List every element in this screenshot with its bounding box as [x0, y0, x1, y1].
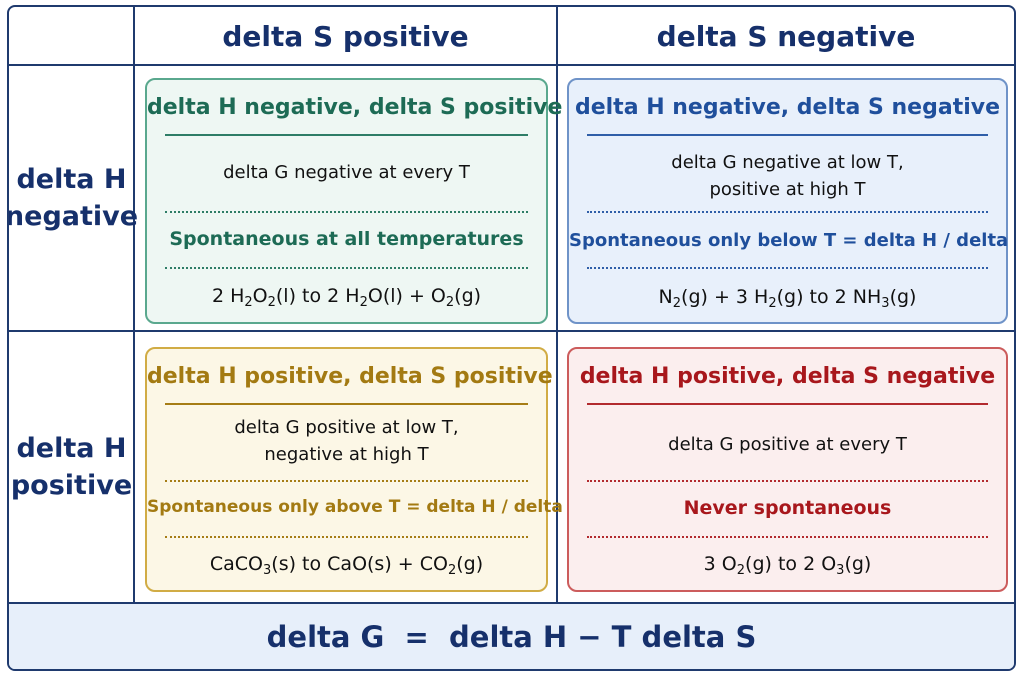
- card-title-divider: [165, 403, 528, 405]
- card-h-positive-s-negative: delta H positive, delta S negative delta…: [567, 347, 1008, 592]
- grid-line-vertical-left: [133, 7, 135, 604]
- card-title: delta H negative, delta S negative: [574, 95, 1001, 120]
- row-header-line: negative: [7, 201, 139, 232]
- column-header-label: delta S negative: [656, 19, 916, 53]
- card-h-negative-s-positive: delta H negative, delta S positive delta…: [145, 78, 563, 324]
- card-equation: 2 H2O2(l) to 2 H2O(l) + O2(g): [211, 285, 482, 310]
- card-equation: CaCO3(s) to CaO(s) + CO2(g): [209, 553, 484, 578]
- gibbs-sign-table: delta S positive delta S negative delta …: [7, 5, 1016, 671]
- card-description: delta G negative at low T, positive at h…: [569, 149, 1006, 203]
- card-description-line: delta G positive at low T,: [234, 417, 459, 438]
- gibbs-equation: delta G = delta H − T delta S: [266, 619, 757, 654]
- card-h-negative-s-negative: delta H negative, delta S negative delta…: [567, 78, 1016, 324]
- row-header-delta-h-positive: delta H positive: [9, 332, 134, 602]
- card-description: delta G positive at every T: [569, 431, 1006, 458]
- row-header-delta-h-negative: delta H negative: [9, 66, 138, 330]
- card-equation: 3 O2(g) to 2 O3(g): [703, 553, 872, 578]
- card-h-positive-s-positive: delta H positive, delta S positive delta…: [145, 347, 581, 592]
- grid-line-horizontal-middle: [9, 330, 1014, 332]
- card-verdict: Spontaneous only below T = delta H / del…: [569, 230, 1016, 251]
- card-dotted-divider: [587, 480, 988, 482]
- card-title: delta H negative, delta S positive: [147, 95, 563, 120]
- grid-line-horizontal-header: [9, 64, 1014, 66]
- card-description-line: delta G negative at low T,: [671, 152, 904, 173]
- card-description-line: delta G negative at every T: [223, 162, 470, 183]
- column-header-delta-s-positive: delta S positive: [135, 7, 556, 65]
- card-description-line: positive at high T: [709, 179, 866, 200]
- card-title: delta H positive, delta S negative: [579, 364, 996, 389]
- card-dotted-divider: [587, 536, 988, 538]
- column-header-label: delta S positive: [222, 19, 469, 53]
- card-title-divider: [587, 134, 988, 136]
- card-verdict: Never spontaneous: [683, 497, 892, 519]
- card-verdict: Spontaneous only above T = delta H / del…: [147, 497, 581, 517]
- card-description-line: delta G positive at every T: [668, 434, 907, 455]
- row-header-line: positive: [10, 470, 133, 501]
- grid-line-vertical-middle: [556, 7, 558, 604]
- column-header-delta-s-negative: delta S negative: [558, 7, 1014, 65]
- card-title-divider: [587, 403, 988, 405]
- card-dotted-divider: [165, 480, 528, 482]
- card-dotted-divider: [165, 536, 528, 538]
- card-dotted-divider: [587, 267, 988, 269]
- card-equation: N2(g) + 3 H2(g) to 2 NH3(g): [658, 286, 917, 311]
- card-dotted-divider: [587, 211, 988, 213]
- card-verdict: Spontaneous at all temperatures: [169, 228, 524, 250]
- card-description-line: negative at high T: [264, 444, 429, 465]
- card-description: delta G negative at every T: [147, 159, 546, 186]
- card-dotted-divider: [165, 267, 528, 269]
- card-title: delta H positive, delta S positive: [147, 364, 553, 389]
- grid-line-horizontal-footer: [9, 602, 1014, 604]
- row-header-line: delta H: [16, 433, 127, 464]
- card-dotted-divider: [165, 211, 528, 213]
- card-description: delta G positive at low T, negative at h…: [147, 414, 546, 468]
- card-title-divider: [165, 134, 528, 136]
- gibbs-equation-footer: delta G = delta H − T delta S: [9, 604, 1014, 669]
- row-header-line: delta H: [16, 164, 127, 195]
